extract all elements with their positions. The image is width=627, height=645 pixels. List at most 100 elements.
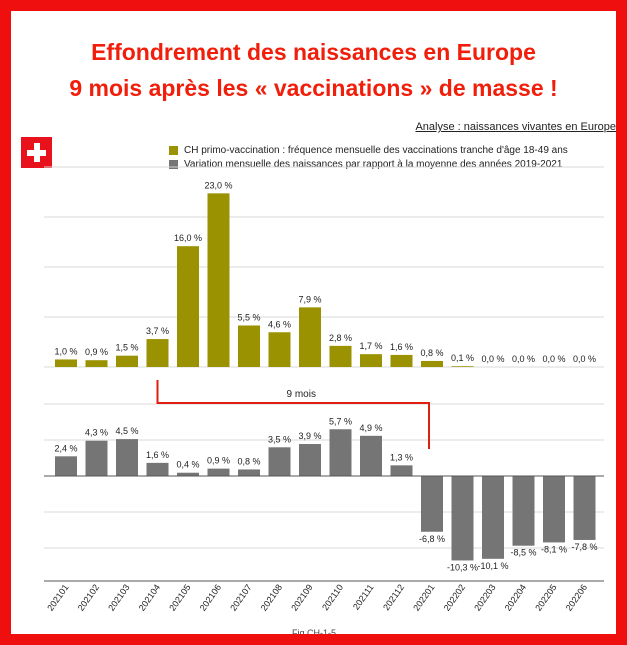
births-bar	[390, 465, 413, 476]
births-bar	[207, 468, 230, 476]
births-bar	[512, 476, 535, 546]
vaccination-value-label: 16,0 %	[174, 233, 202, 243]
vaccination-bar	[421, 360, 443, 367]
births-bar	[177, 472, 199, 476]
vaccination-bar	[116, 355, 138, 367]
x-tick-label: 202205	[533, 582, 558, 612]
births-value-label: -10,3 %	[447, 562, 478, 572]
vaccination-value-label: 23,0 %	[204, 180, 232, 190]
births-value-label: 4,9 %	[359, 423, 382, 433]
legend-label-vaccination: CH primo-vaccination : fréquence mensuel…	[184, 144, 568, 156]
births-value-label: 1,3 %	[390, 452, 413, 462]
vaccination-value-label: 0,9 %	[85, 347, 108, 357]
title-line-1: Effondrement des naissances en Europe	[91, 39, 536, 65]
births-value-label: -10,1 %	[477, 561, 508, 571]
vaccination-bar	[360, 354, 382, 367]
vaccination-value-label: 1,0 %	[54, 346, 77, 356]
vaccination-value-label: 0,1 %	[451, 353, 474, 363]
x-tick-label: 202107	[228, 582, 253, 612]
births-value-label: 4,3 %	[85, 428, 108, 438]
legend-swatch-gray	[169, 159, 178, 169]
births-value-label: 5,7 %	[329, 416, 352, 426]
vaccination-bar	[207, 193, 230, 367]
x-tick-label: 202109	[289, 582, 314, 612]
vaccination-value-label: 1,7 %	[359, 341, 382, 351]
vaccination-value-label: 0,8 %	[420, 348, 443, 358]
legend-swatch-olive	[169, 145, 178, 155]
vaccination-value-label: 7,9 %	[298, 294, 321, 304]
vaccination-bar	[329, 345, 352, 367]
x-tick-label: 202206	[564, 582, 589, 612]
x-tick-label: 202102	[76, 582, 101, 612]
vaccination-bar	[451, 366, 474, 367]
swiss-flag-icon	[21, 137, 52, 168]
x-tick-label: 202110	[320, 582, 345, 612]
x-tick-label: 202203	[472, 582, 497, 612]
births-bar	[482, 476, 504, 559]
x-tick-label: 202104	[137, 582, 162, 612]
nine-months-connector	[156, 380, 430, 449]
x-tick-label: 202106	[198, 582, 223, 612]
vaccination-value-label: 5,5 %	[237, 312, 260, 322]
births-bar	[421, 476, 443, 532]
x-tick-label: 202103	[106, 582, 131, 612]
vaccination-bar	[268, 332, 291, 367]
births-value-label: 0,4 %	[176, 460, 199, 470]
births-value-label: -8,1 %	[541, 544, 567, 554]
vaccination-bar	[238, 325, 260, 367]
vaccination-value-label: 1,6 %	[390, 342, 413, 352]
x-tick-label: 202108	[259, 582, 284, 612]
vaccination-value-label: 0,0 %	[573, 354, 596, 364]
legend-entry-births: Variation mensuelle des naissances par r…	[169, 157, 568, 171]
vaccination-value-label: 2,8 %	[329, 333, 352, 343]
x-tick-label: 202105	[167, 582, 192, 612]
vaccination-bar	[85, 360, 108, 367]
bar-chart: 1,0 % 0,9 % 1,5 % 3,7 % 16,0 % 23,0 % 5,5 % 4,6…	[44, 166, 604, 634]
legend-label-births: Variation mensuelle des naissances par r…	[184, 158, 563, 170]
vaccination-value-label: 0,0 %	[512, 354, 535, 364]
vaccination-bar	[177, 246, 199, 367]
x-tick-label: 202202	[442, 582, 467, 612]
births-value-label: 3,9 %	[298, 431, 321, 441]
births-value-label: 0,8 %	[237, 456, 260, 466]
vaccination-bar	[55, 359, 77, 367]
vaccination-bar	[390, 354, 413, 367]
chart-legend: CH primo-vaccination : fréquence mensuel…	[169, 143, 568, 171]
x-tick-label: 202111	[351, 582, 376, 611]
title-line-2: 9 mois après les « vaccinations » de mas…	[69, 75, 558, 101]
births-value-label: 1,6 %	[146, 450, 169, 460]
analysis-label: Analyse : naissances vivantes en Europe	[415, 121, 616, 133]
births-bar	[146, 462, 169, 476]
births-value-label: 3,5 %	[268, 434, 291, 444]
x-tick-label: 202112	[381, 582, 406, 612]
births-bar	[329, 429, 352, 476]
vaccination-value-label: 3,7 %	[146, 326, 169, 336]
births-value-label: 4,5 %	[115, 426, 138, 436]
births-bar	[299, 444, 321, 476]
births-bar	[55, 456, 77, 476]
vaccination-value-label: 4,6 %	[268, 319, 291, 329]
births-value-label: -8,5 %	[510, 548, 536, 558]
births-value-label: 2,4 %	[54, 443, 77, 453]
x-tick-label: 202204	[503, 582, 528, 612]
vaccination-value-label: 1,5 %	[115, 343, 138, 353]
x-tick-label: 202201	[411, 582, 436, 612]
legend-entry-vaccination: CH primo-vaccination : fréquence mensuel…	[169, 143, 568, 157]
figure-caption: Fig CH-1-5	[292, 628, 336, 634]
x-tick-label: 202101	[45, 582, 70, 612]
births-bar	[451, 476, 474, 561]
vaccination-bar	[299, 307, 321, 367]
births-bar	[573, 476, 596, 540]
births-bar	[238, 469, 260, 476]
vaccination-value-label: 0,0 %	[481, 354, 504, 364]
births-bar	[85, 440, 108, 476]
births-value-label: 0,9 %	[207, 456, 230, 466]
births-bar	[268, 447, 291, 476]
births-bar	[543, 476, 565, 543]
births-bar	[360, 435, 382, 476]
births-value-label: -7,8 %	[571, 542, 597, 552]
nine-months-label: 9 mois	[287, 389, 316, 400]
births-bar	[116, 439, 138, 476]
births-value-label: -6,8 %	[419, 534, 445, 544]
